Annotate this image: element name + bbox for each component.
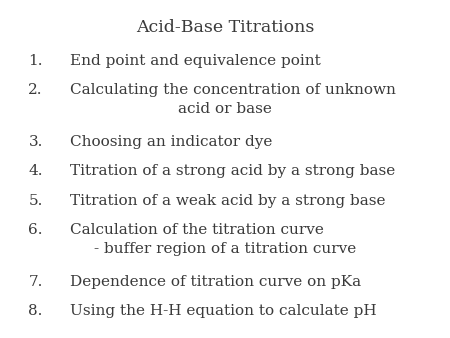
Text: 4.: 4. bbox=[28, 164, 43, 178]
Text: Titration of a weak acid by a strong base: Titration of a weak acid by a strong bas… bbox=[70, 194, 385, 208]
Text: - buffer region of a titration curve: - buffer region of a titration curve bbox=[94, 242, 356, 256]
Text: Calculation of the titration curve: Calculation of the titration curve bbox=[70, 223, 324, 237]
Text: 7.: 7. bbox=[28, 274, 43, 289]
Text: acid or base: acid or base bbox=[178, 102, 272, 116]
Text: 3.: 3. bbox=[28, 135, 43, 149]
Text: Using the H-H equation to calculate pH: Using the H-H equation to calculate pH bbox=[70, 304, 376, 318]
Text: End point and equivalence point: End point and equivalence point bbox=[70, 54, 320, 68]
Text: Calculating the concentration of unknown: Calculating the concentration of unknown bbox=[70, 83, 396, 97]
Text: 6.: 6. bbox=[28, 223, 43, 237]
Text: 8.: 8. bbox=[28, 304, 43, 318]
Text: Choosing an indicator dye: Choosing an indicator dye bbox=[70, 135, 272, 149]
Text: 2.: 2. bbox=[28, 83, 43, 97]
Text: Titration of a strong acid by a strong base: Titration of a strong acid by a strong b… bbox=[70, 164, 395, 178]
Text: Acid-Base Titrations: Acid-Base Titrations bbox=[136, 19, 314, 35]
Text: Dependence of titration curve on pKa: Dependence of titration curve on pKa bbox=[70, 274, 361, 289]
Text: 1.: 1. bbox=[28, 54, 43, 68]
Text: 5.: 5. bbox=[28, 194, 43, 208]
